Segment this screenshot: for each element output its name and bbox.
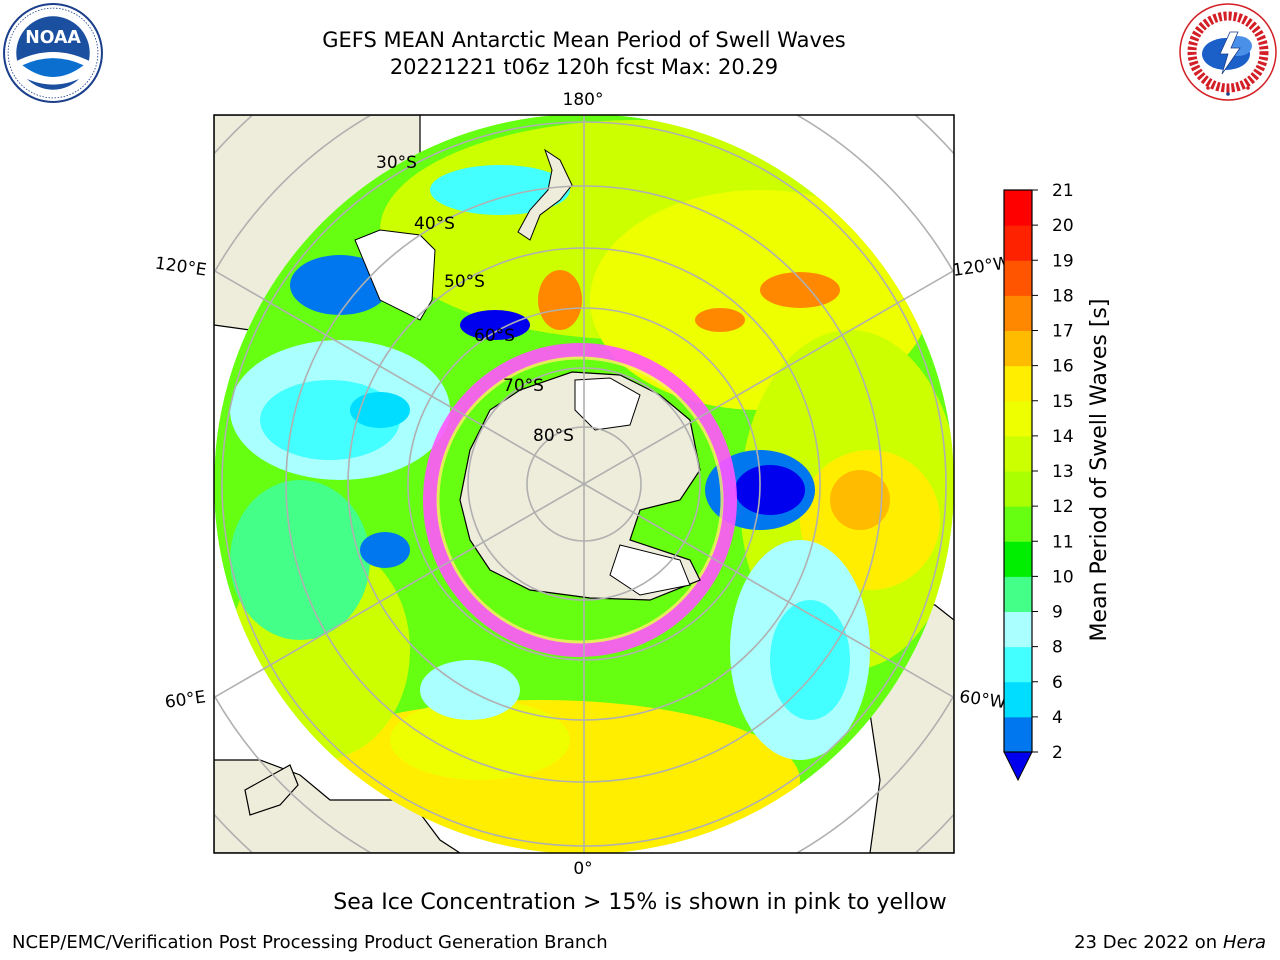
- colorbar-tick-label: 10: [1052, 567, 1074, 587]
- lon-label-60e: 60°E: [164, 687, 207, 712]
- colorbar-segment: [1004, 576, 1032, 612]
- map-area: [214, 115, 954, 853]
- lat-label-40s: 40°S: [414, 214, 455, 234]
- colorbar-segment: [1004, 400, 1032, 437]
- colorbar-segment: [1004, 541, 1032, 577]
- lat-label-80s: 80°S: [533, 426, 574, 446]
- colorbar-tick-label: 18: [1052, 286, 1074, 306]
- lon-label-60w: 60°W: [958, 687, 1007, 713]
- colorbar-segment: [1004, 646, 1032, 683]
- lat-label-70s: 70°S: [503, 376, 544, 396]
- colorbar-segment: [1004, 330, 1032, 367]
- colorbar-segment: [1004, 260, 1032, 296]
- colorbar-tick-label: 21: [1052, 181, 1074, 201]
- colorbar-tick-label: 15: [1052, 392, 1074, 412]
- colorbar-segment: [1004, 225, 1032, 261]
- lon-label-120w: 120°W: [951, 253, 1011, 281]
- colorbar-segment: [1004, 190, 1032, 226]
- colorbar-segment: [1004, 435, 1032, 472]
- colorbar-label: Mean Period of Swell Waves [s]: [1087, 299, 1112, 642]
- colorbar-tick-label: 12: [1052, 497, 1074, 517]
- colorbar-tick-label: 4: [1052, 708, 1063, 728]
- new-zealand-land: [517, 148, 573, 241]
- colorbar-segment: [1004, 611, 1032, 648]
- lat-label-30s: 30°S: [376, 153, 417, 173]
- footer-date-text: 23 Dec 2022 on: [1074, 932, 1218, 953]
- colorbar-segment: [1004, 295, 1032, 331]
- colorbar-tick-label: 11: [1052, 532, 1074, 552]
- colorbar-tick-label: 13: [1052, 462, 1074, 482]
- colorbar-segment: [1004, 681, 1032, 718]
- colorbar-segment: [1004, 471, 1032, 507]
- colorbar-tick-label: 6: [1052, 673, 1063, 693]
- lat-label-50s: 50°S: [444, 272, 485, 292]
- colorbar: 2 4 6 8 9 10 11 12 13 14 15 16 17 18 19 20 21: [1003, 181, 1074, 782]
- footer-host: Hera: [1222, 932, 1266, 953]
- chart-subtitle: 20221221 t06z 120h fcst Max: 20.29: [389, 55, 779, 79]
- lat-label-60s: 60°S: [474, 326, 515, 346]
- lon-label-120e: 120°E: [154, 254, 208, 281]
- colorbar-extend-min: [1003, 751, 1033, 782]
- chart-title: GEFS MEAN Antarctic Mean Period of Swell…: [322, 28, 846, 52]
- sea-ice-caption: Sea Ice Concentration > 15% is shown in …: [333, 890, 947, 915]
- colorbar-tick-label: 17: [1052, 322, 1074, 342]
- colorbar-segment: [1004, 506, 1032, 542]
- colorbar-tick-label: 8: [1052, 638, 1063, 658]
- colorbar-tick-label: 19: [1052, 251, 1074, 271]
- colorbar-segment: [1004, 716, 1032, 753]
- meridians: [214, 115, 954, 853]
- colorbar-tick-label: 20: [1052, 216, 1074, 236]
- colorbar-tick-label: 2: [1052, 743, 1063, 763]
- map-frame: [213, 114, 955, 854]
- colorbar-segment: [1004, 365, 1032, 402]
- colorbar-tick-label: 16: [1052, 357, 1074, 377]
- colorbar-tick-label: 14: [1052, 427, 1074, 447]
- footer-date: 23 Dec 2022 on Hera: [1074, 932, 1266, 953]
- footer-credit: NCEP/EMC/Verification Post Processing Pr…: [12, 932, 608, 953]
- lon-label-0: 0°: [573, 859, 592, 879]
- svg-text:NOAA: NOAA: [25, 28, 81, 48]
- nws-logo-icon: [1179, 3, 1277, 101]
- lon-label-180: 180°: [563, 90, 604, 110]
- noaa-logo-icon: NOAA: [3, 3, 103, 103]
- colorbar-tick-label: 9: [1052, 603, 1063, 623]
